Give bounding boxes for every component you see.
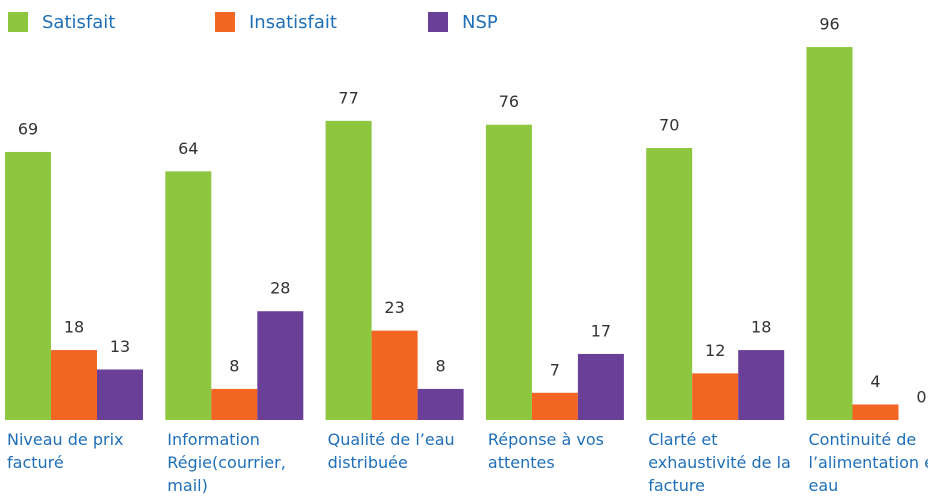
- bar: [51, 350, 97, 420]
- bar: [417, 388, 464, 420]
- x-tick-label: Information Régie(courrier, mail): [167, 430, 286, 495]
- legend-label: Satisfait: [42, 12, 115, 33]
- x-tick-label: Qualité de l’eau distribuée: [327, 430, 455, 472]
- bar: [646, 148, 693, 421]
- bar: [692, 373, 739, 420]
- data-label: 96: [819, 15, 839, 34]
- bar: [325, 120, 372, 420]
- data-label: 0: [916, 388, 926, 407]
- data-label: 8: [229, 356, 239, 375]
- bar: [577, 353, 624, 420]
- data-label: 18: [751, 318, 771, 337]
- data-label: 69: [18, 119, 38, 138]
- x-tick-label: Continuité de l’alimentation en eau: [808, 430, 928, 495]
- bar: [806, 47, 853, 420]
- bar: [257, 311, 304, 420]
- data-label: 13: [110, 337, 130, 356]
- legend-swatch: [8, 12, 28, 32]
- data-label: 18: [64, 318, 84, 337]
- legend-label: Insatisfait: [249, 12, 337, 33]
- data-label: 28: [270, 279, 290, 298]
- bar: [5, 151, 51, 420]
- data-label: 64: [178, 139, 198, 158]
- bar: [852, 404, 899, 420]
- data-label: 70: [659, 116, 679, 135]
- bar: [531, 392, 578, 420]
- legend-swatch: [428, 12, 448, 32]
- x-tick-label: Niveau de prix facturé: [7, 430, 124, 472]
- x-tick-label: Clarté et exhaustivité de la facture: [648, 430, 791, 495]
- bar: [97, 369, 143, 420]
- data-label: 23: [384, 298, 404, 317]
- data-label: 8: [436, 356, 446, 375]
- data-label: 77: [338, 88, 358, 107]
- data-label: 12: [705, 341, 725, 360]
- data-label: 17: [591, 321, 611, 340]
- data-label: 4: [870, 372, 880, 391]
- bar: [165, 171, 212, 420]
- bar: [738, 350, 785, 420]
- legend-swatch: [215, 12, 235, 32]
- bar: [371, 330, 418, 420]
- bar: [211, 388, 258, 420]
- x-tick-label: Réponse à vos attentes: [487, 430, 604, 472]
- data-label: 76: [499, 92, 519, 111]
- legend-label: NSP: [462, 12, 498, 33]
- bar: [485, 124, 532, 421]
- data-label: 7: [550, 360, 560, 379]
